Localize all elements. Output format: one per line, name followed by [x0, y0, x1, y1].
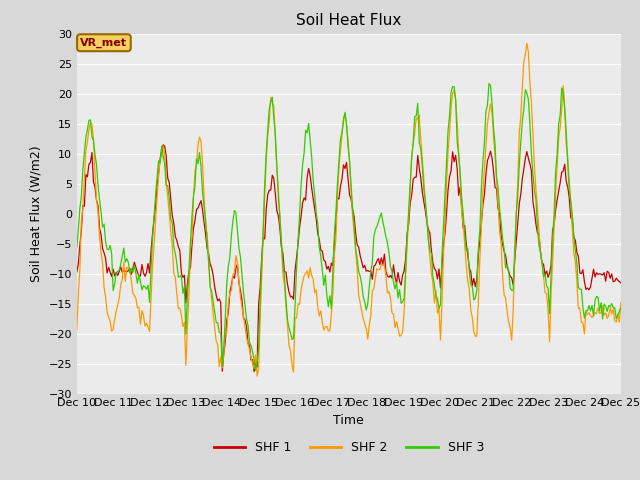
SHF 3	[589, 313, 597, 319]
Line: SHF 1: SHF 1	[77, 145, 621, 372]
SHF 3	[485, 81, 493, 86]
SHF 3	[73, 244, 81, 250]
SHF 1	[250, 369, 258, 374]
SHF 1	[237, 288, 244, 294]
Line: SHF 3: SHF 3	[77, 84, 621, 370]
SHF 2	[235, 278, 243, 284]
SHF 3	[255, 346, 262, 352]
Title: Soil Heat Flux: Soil Heat Flux	[296, 13, 401, 28]
SHF 1	[314, 231, 321, 237]
SHF 2	[312, 287, 320, 293]
SHF 2	[617, 300, 625, 306]
SHF 1	[589, 266, 597, 272]
SHF 2	[589, 312, 597, 318]
SHF 1	[73, 269, 81, 275]
SHF 3	[617, 305, 625, 311]
SHF 3	[140, 283, 147, 288]
SHF 3	[312, 210, 320, 216]
SHF 2	[253, 373, 261, 379]
SHF 3	[235, 245, 243, 251]
Y-axis label: Soil Heat Flux (W/m2): Soil Heat Flux (W/m2)	[30, 145, 43, 282]
SHF 1	[140, 270, 147, 276]
SHF 1	[256, 285, 264, 291]
X-axis label: Time: Time	[333, 414, 364, 427]
SHF 1	[266, 187, 273, 193]
SHF 1	[159, 142, 167, 148]
Text: VR_met: VR_met	[81, 37, 127, 48]
SHF 3	[252, 367, 259, 373]
SHF 2	[264, 132, 271, 138]
Legend: SHF 1, SHF 2, SHF 3: SHF 1, SHF 2, SHF 3	[209, 436, 489, 459]
SHF 1	[617, 280, 625, 286]
SHF 2	[140, 312, 147, 318]
Line: SHF 2: SHF 2	[77, 43, 621, 376]
SHF 2	[255, 366, 262, 372]
SHF 3	[264, 127, 271, 132]
SHF 2	[73, 327, 81, 333]
SHF 2	[523, 40, 531, 46]
